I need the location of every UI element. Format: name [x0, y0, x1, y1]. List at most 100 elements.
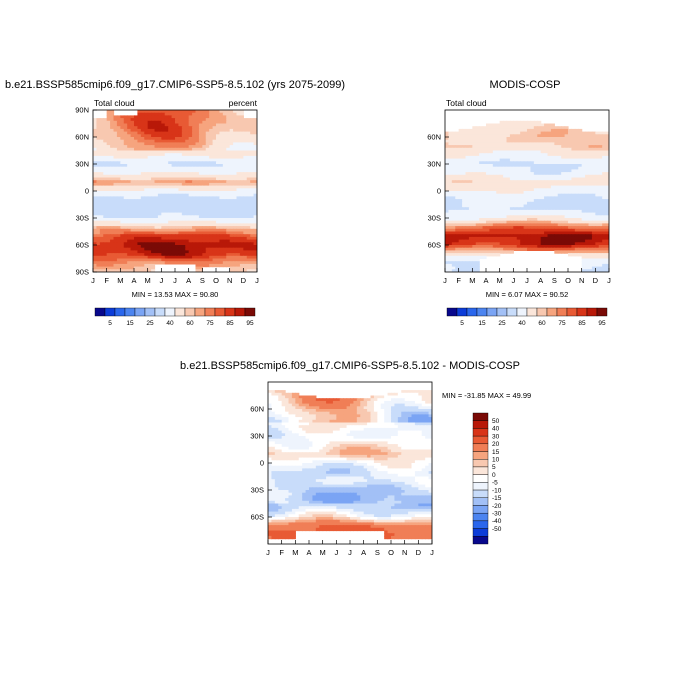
panel2-cell [445, 220, 450, 224]
panel1-cell [212, 199, 217, 203]
panel1-cell [130, 250, 135, 254]
panel1-cell [120, 220, 125, 224]
panel1-cell [164, 191, 169, 195]
panel1-cell [113, 209, 118, 214]
panel1-cell [168, 128, 173, 133]
panel1-cell [154, 134, 159, 138]
panel2-cell [561, 169, 566, 173]
panel2-cell [591, 226, 596, 230]
panel1-cell [161, 131, 166, 135]
panel1-cell [188, 250, 193, 254]
panel1-cell [212, 250, 217, 254]
panel2-cell [581, 218, 586, 222]
panel1-cell [205, 247, 210, 251]
panel2-cell [578, 137, 583, 141]
panel2-cell [468, 177, 473, 181]
panel2-cell [564, 137, 569, 141]
panel1-cell [154, 123, 159, 127]
panel1-cell [175, 204, 180, 208]
panel2-cell [540, 126, 545, 130]
panel2-cell [475, 218, 480, 222]
panel2-cell [571, 199, 576, 203]
panel1-cell [147, 166, 152, 170]
panel1-cell [192, 134, 197, 138]
panel1-cell [140, 169, 145, 173]
panel1-cell [229, 128, 234, 133]
panel1-cell [130, 131, 135, 135]
panel2-cell [458, 155, 463, 160]
panel1-cell [195, 223, 200, 227]
panel2-cell [557, 161, 562, 165]
panel1-cell [246, 185, 251, 189]
panel2-cell [544, 169, 549, 173]
panel1-cell [116, 118, 121, 122]
panel1-cell [116, 193, 121, 197]
panel1-cell [154, 207, 159, 211]
panel1-cell [93, 174, 98, 179]
panel2-cell [568, 145, 573, 149]
panel2-cell [530, 231, 535, 235]
panel2-cell [489, 245, 494, 249]
panel1-cell [239, 261, 244, 265]
panel1-cell [185, 201, 190, 206]
panel1-cell [185, 191, 190, 195]
panel1-cell [157, 185, 162, 189]
panel1-cell [130, 158, 135, 162]
panel2-cell [468, 209, 473, 214]
panel1-cell [192, 137, 197, 141]
panel1-cell [161, 220, 166, 224]
panel1-cell [144, 161, 149, 165]
panel2-cell [509, 145, 514, 149]
panel1-cell [198, 242, 203, 246]
panel2-cell [591, 191, 596, 195]
panel1-ytick-label: 60S [76, 241, 89, 250]
panel2-cell [578, 155, 583, 160]
panel2-cell [574, 180, 579, 184]
panel1-cell [181, 166, 186, 170]
panel1-cell [233, 155, 238, 160]
panel1-cell [110, 180, 115, 184]
panel2-cell [496, 182, 501, 187]
panel2-cell [448, 242, 453, 246]
panel2-cell [448, 166, 453, 170]
panel1-cell [198, 137, 203, 141]
panel2-cell [588, 180, 593, 184]
panel2-cell [516, 212, 521, 216]
panel2-cell [520, 172, 525, 176]
panel2-cell [489, 155, 494, 160]
panel1-cell [120, 150, 125, 154]
panel2-cell [513, 145, 518, 149]
panel2-cell [527, 158, 532, 162]
panel1-cell [202, 253, 207, 257]
panel1-cell [209, 185, 214, 189]
panel2-cell [445, 180, 450, 184]
panel1-cell [202, 166, 207, 170]
panel2-cell [561, 204, 566, 208]
panel1-cell [171, 169, 176, 173]
panel2-cell [451, 188, 456, 192]
panel2-cell [578, 139, 583, 143]
panel1-cell [99, 231, 104, 235]
panel1-cell [127, 150, 132, 154]
panel2-cell [468, 220, 473, 224]
panel1-cell [198, 118, 203, 122]
panel1-cell [233, 258, 238, 262]
panel2-cell [506, 215, 511, 219]
panel1-cell [123, 247, 128, 251]
panel2-cell [482, 142, 487, 146]
panel2-cell [520, 169, 525, 173]
panel2-cell [591, 147, 596, 152]
panel1-cell [113, 166, 118, 170]
panel2-cell [513, 128, 518, 133]
panel1-cell [137, 182, 142, 187]
panel1-cell [154, 126, 159, 130]
panel2-cell [574, 185, 579, 189]
panel1-cell [188, 174, 193, 179]
panel2-cell [598, 134, 603, 138]
panel2-cell [462, 212, 467, 216]
panel1-cell [130, 182, 135, 187]
panel1-cell [120, 226, 125, 230]
panel2-cell [527, 164, 532, 168]
panel1-cell [168, 172, 173, 176]
panel2-cell [496, 123, 501, 127]
